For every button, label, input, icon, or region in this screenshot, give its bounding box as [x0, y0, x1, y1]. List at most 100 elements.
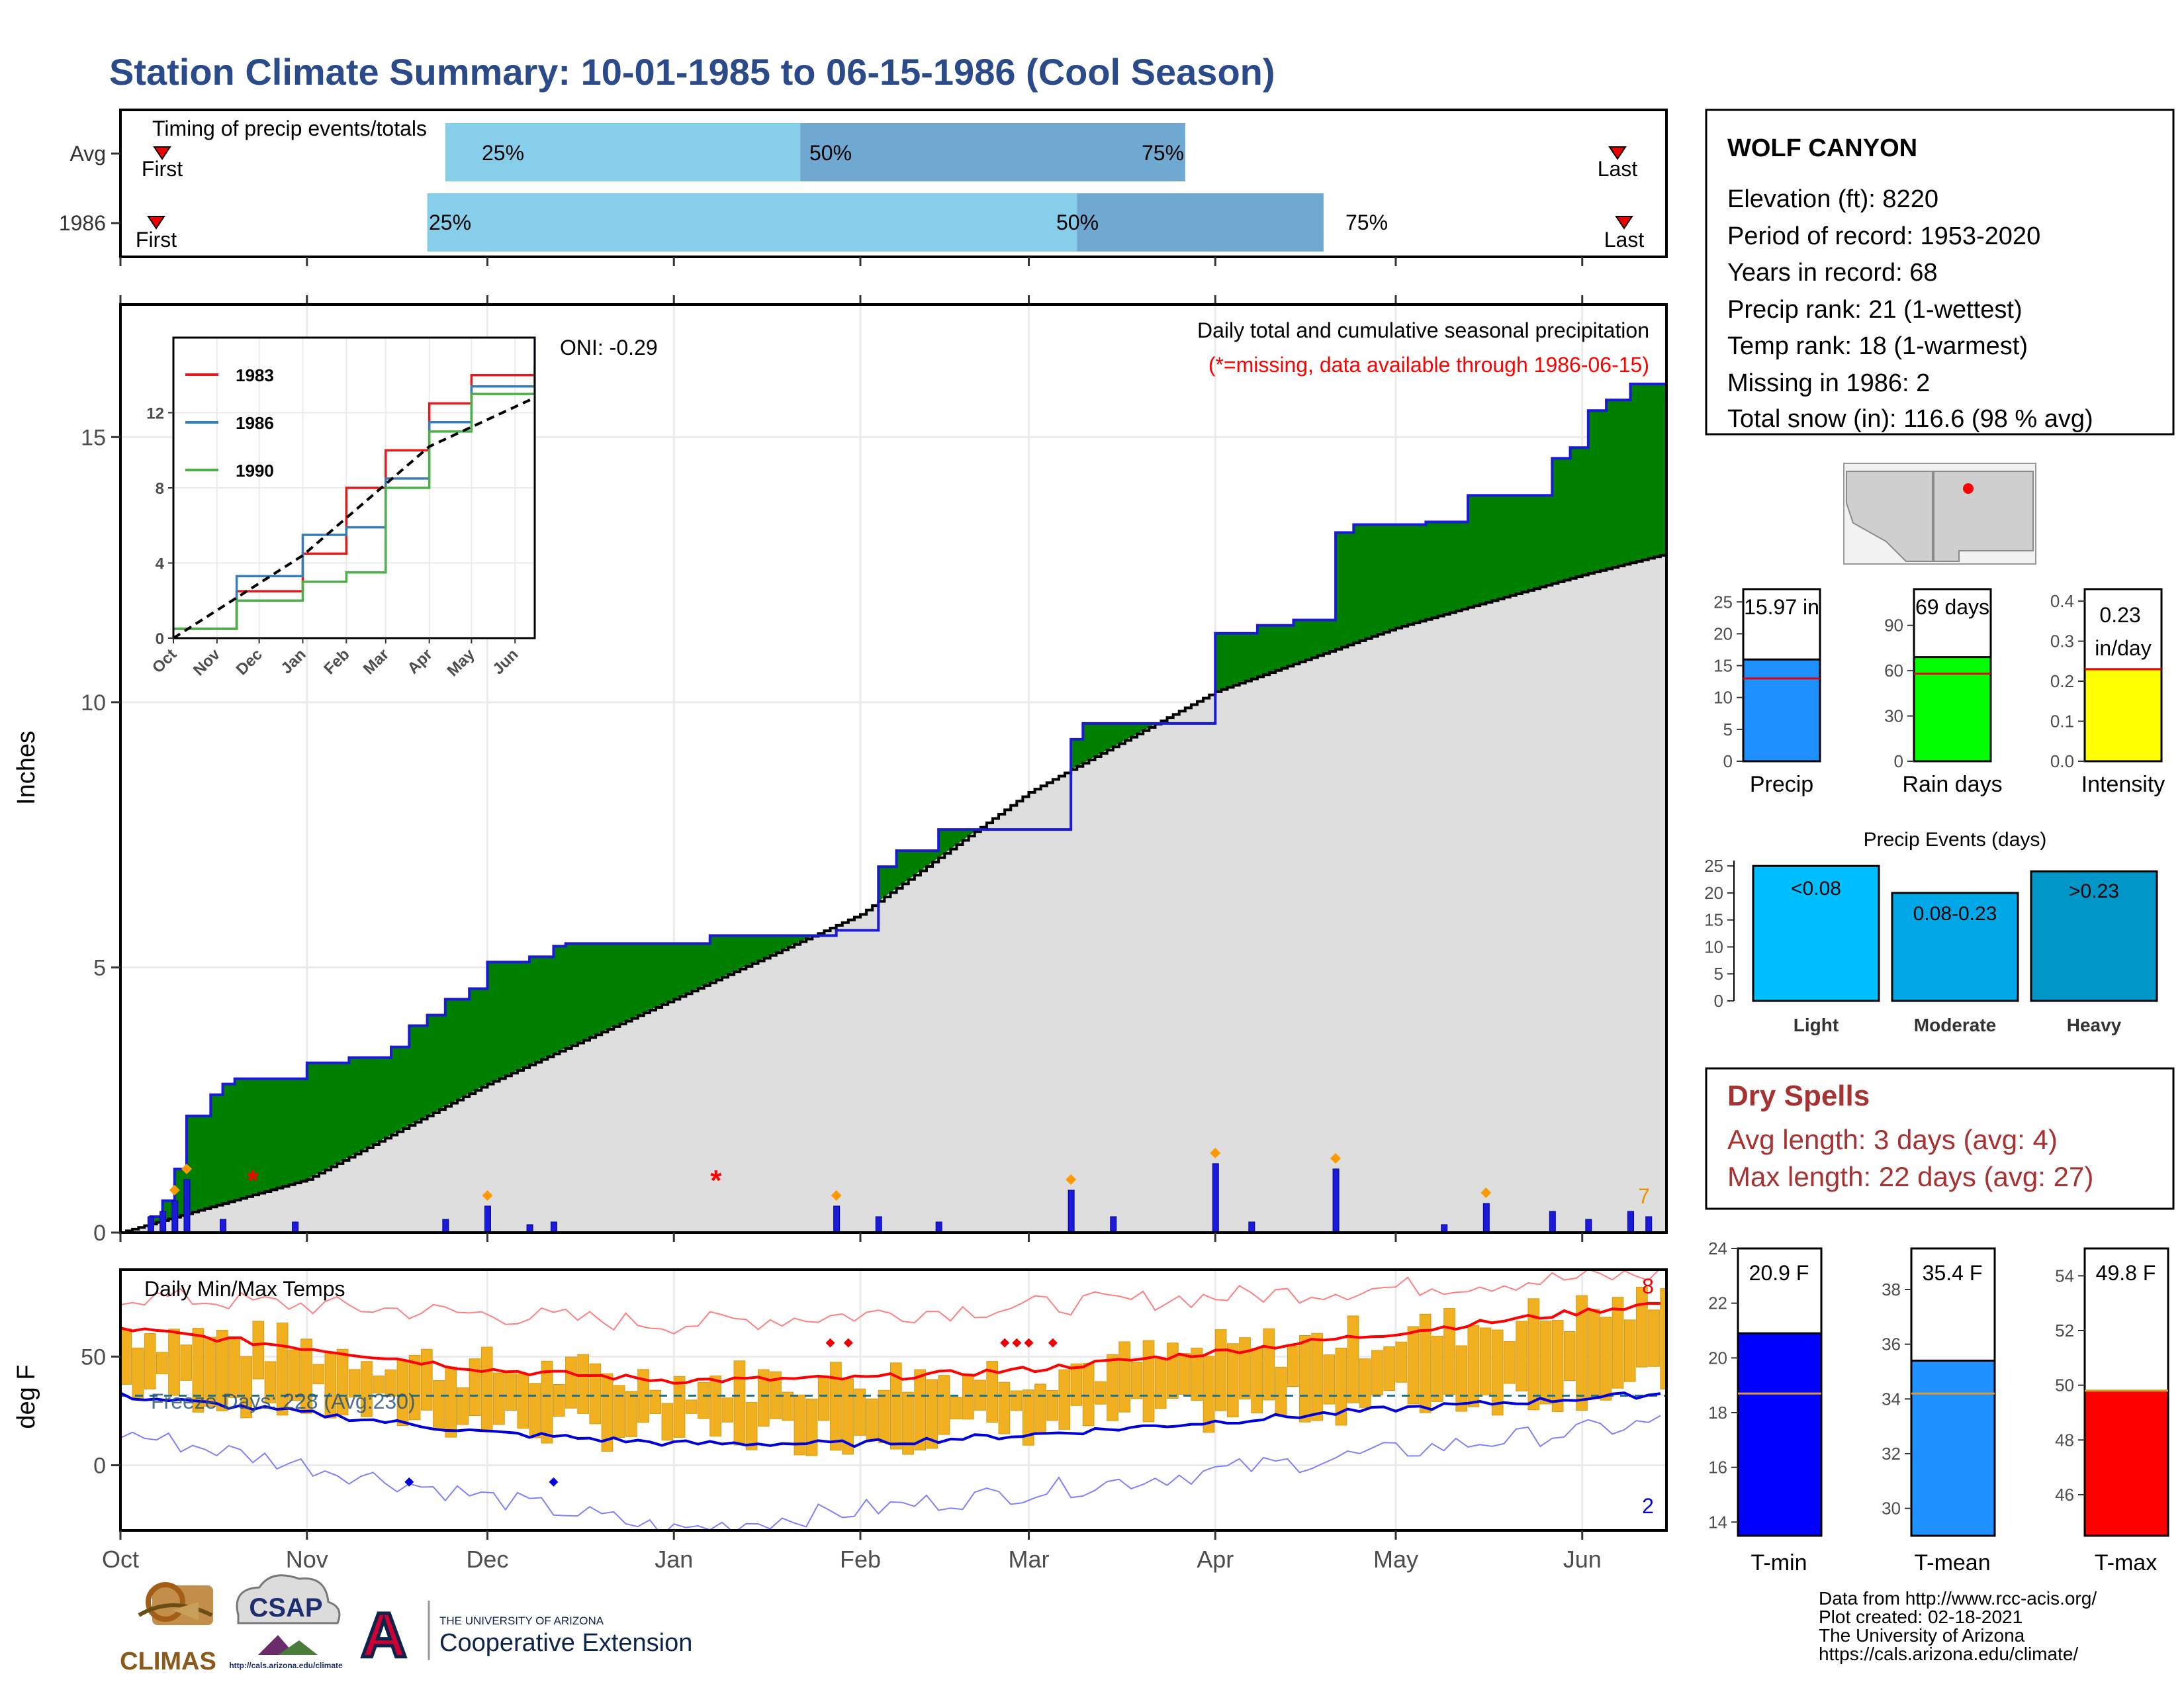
surplus-fill [1071, 739, 1077, 770]
surplus-fill [1402, 524, 1408, 627]
university-of-arizona-logo: A THE UNIVERSITY OF ARIZONA Cooperative … [359, 1599, 693, 1673]
surplus-fill [463, 999, 470, 1097]
event-bar-heavy [2030, 870, 2158, 1002]
surplus-fill [1504, 495, 1511, 598]
surplus-fill [487, 962, 494, 1084]
summary-tick-label: 30 [1884, 706, 1903, 726]
temp-tick-label: 46 [2055, 1485, 2074, 1505]
daily-temp-bar [1407, 1326, 1420, 1405]
surplus-fill [709, 935, 717, 983]
avg-max-line [120, 1301, 1661, 1385]
intensity-value-number: 0.23 [2099, 603, 2140, 627]
oni-label: ONI: -0.29 [560, 336, 658, 359]
surplus-fill [1498, 495, 1505, 599]
daily-temp-bar [1504, 1341, 1516, 1384]
temp-tick-label: 32 [1882, 1444, 1901, 1464]
temp-tick-label: 52 [2055, 1321, 2074, 1340]
surplus-fill [1365, 524, 1373, 639]
surplus-fill [788, 935, 795, 947]
summary-bar [2083, 668, 2163, 763]
tmax-value-text: 49.8 F [2096, 1261, 2156, 1285]
surplus-fill [782, 935, 789, 951]
daily-temp-bar [408, 1354, 421, 1421]
y-tick-label: 5 [93, 955, 106, 980]
daily-precip-bar [935, 1221, 942, 1233]
rain-days-summary: 0 30 60 90 69 days Rain days [1884, 588, 2003, 797]
daily-temp-bar [264, 1361, 277, 1403]
daily-temp-bar [1058, 1369, 1071, 1430]
daily-temp-bar [1034, 1383, 1046, 1435]
surplus-fill [1275, 625, 1282, 671]
surplus-fill [1408, 524, 1414, 625]
timing-row-label-year: 1986 [59, 211, 106, 235]
surplus-fill [222, 1084, 230, 1204]
surplus-fill [1636, 384, 1643, 561]
surplus-fill [1143, 723, 1150, 731]
events-tick-label: 10 [1704, 937, 1723, 957]
daily-precip-bar [1549, 1211, 1556, 1233]
surplus-fill [1263, 625, 1270, 675]
timing-first-avg: First [142, 157, 183, 181]
surplus-fill [1137, 723, 1144, 734]
daily-temp-bar [589, 1363, 602, 1425]
temp-tick-label: 48 [2055, 1430, 2074, 1450]
daily-temp-bar [757, 1369, 770, 1427]
surplus-fill [475, 988, 482, 1091]
surplus-fill [637, 943, 645, 1016]
surplus-fill [1558, 458, 1565, 582]
surplus-fill [1576, 447, 1583, 577]
daily-precip-bar [147, 1216, 154, 1233]
heavy-event-marker [181, 1163, 192, 1174]
surplus-fill [1347, 532, 1354, 645]
surplus-fill [1432, 522, 1439, 618]
x-tick-label: Dec [466, 1546, 508, 1573]
surplus-fill [1299, 620, 1306, 662]
cumulative-precip-line [120, 383, 1666, 1233]
temp-tick-label: 34 [1882, 1389, 1901, 1409]
surplus-fill [1113, 723, 1120, 747]
daily-temp-bar [854, 1388, 866, 1436]
surplus-fill [565, 943, 572, 1049]
rain-days-value-text: 69 days [1915, 595, 1989, 619]
temp-tick-label: 36 [1882, 1335, 1901, 1354]
surplus-fill [1215, 633, 1222, 692]
x-tick-label: Nov [286, 1546, 328, 1573]
events-tick-label: 5 [1714, 964, 1723, 984]
daily-precip-bar [442, 1219, 449, 1233]
surplus-fill [271, 1078, 277, 1190]
record-low-marker [549, 1477, 559, 1487]
daily-temp-bar [373, 1376, 385, 1393]
surplus-fill [451, 999, 458, 1103]
daily-temp-bar [902, 1391, 914, 1455]
daily-precip-bar [159, 1211, 167, 1233]
surplus-fill [511, 962, 518, 1074]
summary-tick-label: 0.2 [2050, 671, 2074, 691]
timing-title: Timing of precip events/totals [152, 117, 427, 140]
daily-temp-bar [1576, 1295, 1588, 1411]
surplus-fill [933, 851, 939, 863]
cumulative-area [120, 383, 1666, 1233]
surplus-fill [240, 1078, 248, 1199]
x-tick-label: Apr [1197, 1546, 1234, 1573]
daily-temp-bar [1359, 1358, 1371, 1408]
daily-temp-bar [1467, 1325, 1480, 1407]
precip-count-label: 7 [1638, 1184, 1650, 1208]
x-tick-label: Oct [102, 1546, 139, 1573]
surplus-fill [1437, 522, 1445, 616]
tmax-label: T-max [2095, 1550, 2157, 1575]
heavy-event-marker [1066, 1174, 1077, 1185]
surplus-fill [1389, 524, 1396, 630]
footer-line: https://cals.arizona.edu/climate/ [1819, 1644, 2078, 1664]
y-tick-label: 50 [81, 1344, 106, 1370]
daily-temp-bar [1588, 1309, 1600, 1399]
daily-precip-bar [875, 1216, 882, 1233]
surplus-fill [469, 988, 476, 1094]
dry-spells-title: Dry Spells [1727, 1080, 1870, 1112]
surplus-fill [199, 1115, 205, 1211]
surplus-fill [318, 1062, 326, 1174]
temp-summary-bars: 14 16 18 20 22 24 20.9 F T-min 30 32 34 36 38 35.… [1708, 1239, 2169, 1575]
surplus-fill [499, 962, 506, 1079]
precip-events-chart: Precip Events (days) 0 5 10 15 20 25 <0.08 0.… [1704, 829, 2176, 1035]
daily-temp-bar [1479, 1327, 1492, 1395]
surplus-fill [589, 943, 596, 1038]
